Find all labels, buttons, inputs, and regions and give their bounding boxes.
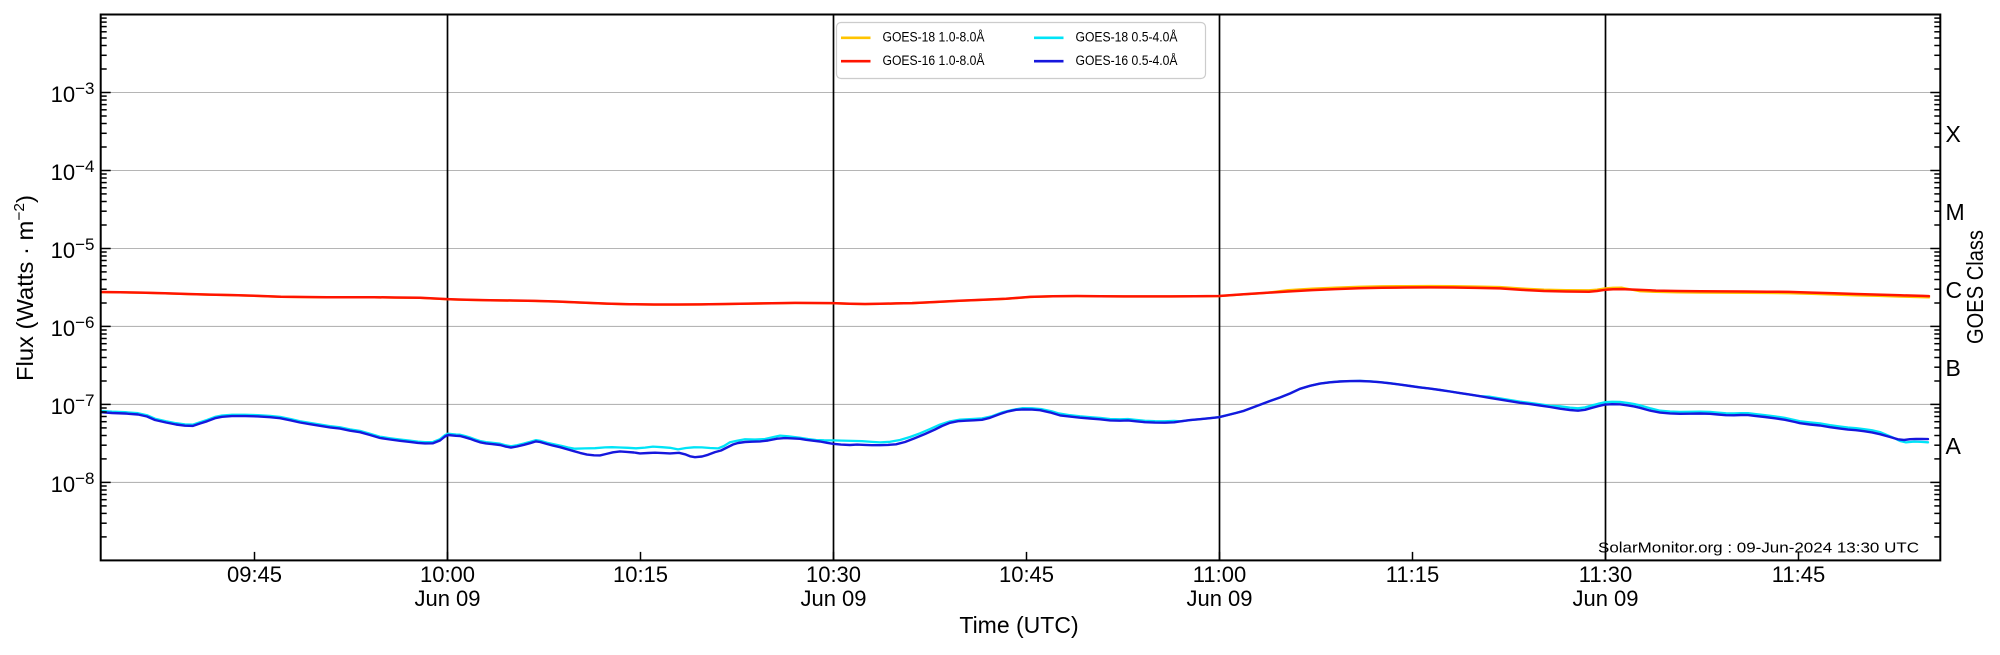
svg-text:10:45: 10:45: [999, 562, 1054, 587]
svg-text:10:30: 10:30: [806, 562, 861, 587]
svg-text:Jun 09: Jun 09: [1186, 586, 1252, 611]
svg-text:M: M: [1946, 199, 1965, 225]
svg-text:B: B: [1946, 355, 1961, 381]
svg-text:SolarMonitor.org : 09-Jun-2024: SolarMonitor.org : 09-Jun-2024 13:30 UTC: [1598, 541, 1919, 557]
svg-text:11:30: 11:30: [1579, 562, 1632, 587]
svg-text:11:15: 11:15: [1386, 562, 1439, 587]
svg-text:Flux (Watts · m−2): Flux (Watts · m−2): [11, 195, 38, 381]
svg-text:GOES Class: GOES Class: [1962, 230, 1988, 344]
svg-text:GOES-18 1.0-8.0Å: GOES-18 1.0-8.0Å: [883, 30, 985, 45]
svg-text:Time (UTC): Time (UTC): [959, 612, 1078, 638]
svg-text:10−5: 10−5: [51, 235, 95, 263]
svg-text:Jun 09: Jun 09: [800, 586, 866, 611]
svg-text:10−7: 10−7: [51, 391, 95, 419]
svg-text:GOES-16 0.5-4.0Å: GOES-16 0.5-4.0Å: [1076, 53, 1178, 68]
svg-text:A: A: [1946, 433, 1962, 459]
svg-text:11:00: 11:00: [1193, 562, 1246, 587]
svg-text:10:15: 10:15: [613, 562, 668, 587]
svg-text:09:45: 09:45: [227, 562, 282, 587]
svg-text:Jun 09: Jun 09: [414, 586, 480, 611]
svg-text:GOES-18 0.5-4.0Å: GOES-18 0.5-4.0Å: [1076, 30, 1178, 45]
svg-text:C: C: [1946, 277, 1963, 303]
svg-text:11:45: 11:45: [1772, 562, 1825, 587]
svg-text:10−8: 10−8: [51, 469, 95, 497]
svg-text:X: X: [1946, 121, 1961, 147]
svg-text:10:00: 10:00: [420, 562, 475, 587]
svg-text:Jun 09: Jun 09: [1572, 586, 1638, 611]
svg-text:GOES-16 1.0-8.0Å: GOES-16 1.0-8.0Å: [883, 53, 985, 68]
